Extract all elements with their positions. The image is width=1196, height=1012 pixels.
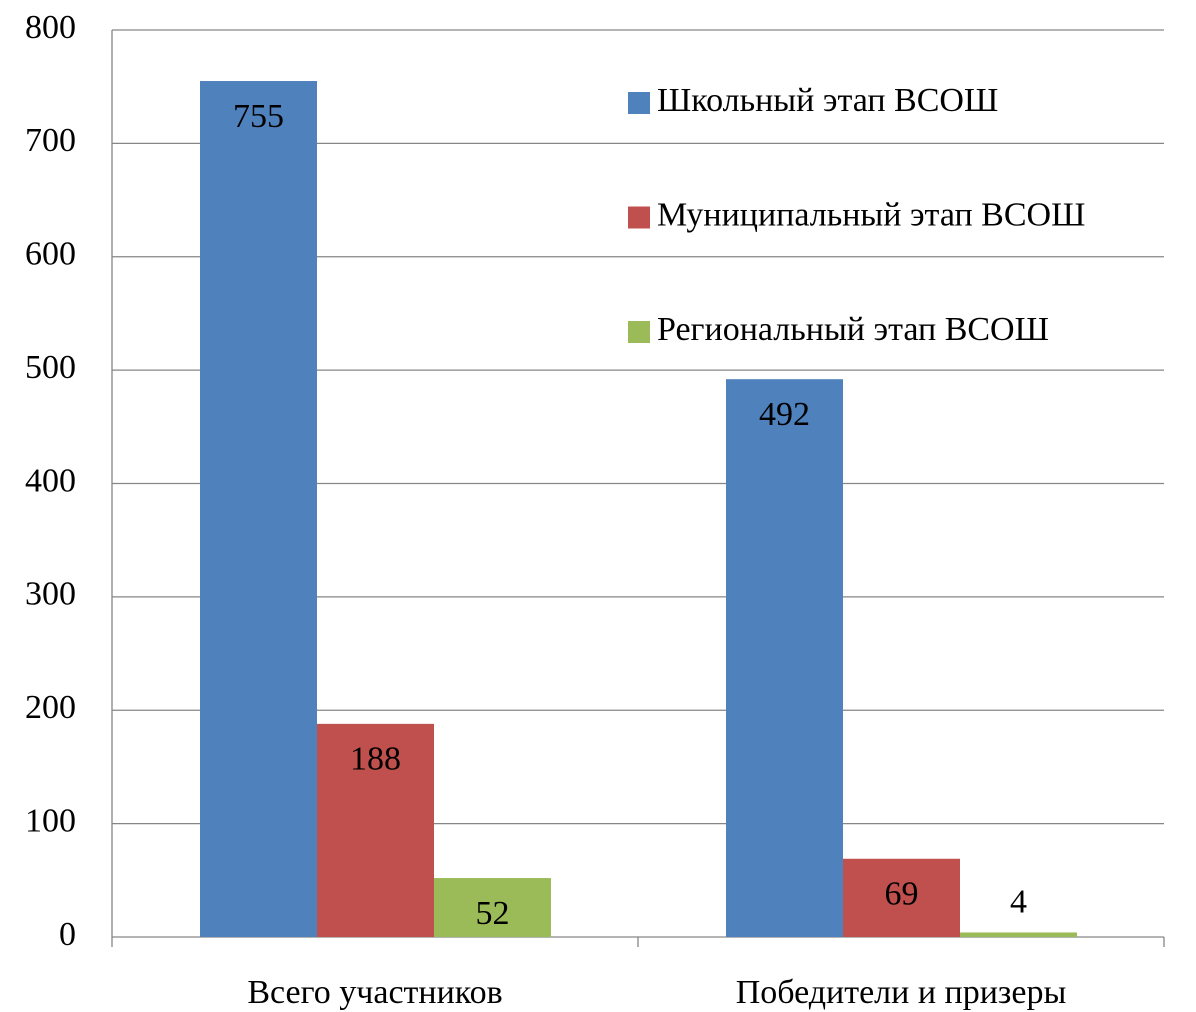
legend-swatch — [628, 206, 650, 229]
legend-swatch — [628, 321, 650, 343]
bar — [317, 723, 434, 937]
bar — [960, 932, 1077, 937]
data-label: 69 — [885, 876, 919, 913]
y-tick-label: 200 — [25, 689, 76, 726]
y-tick-label: 700 — [25, 122, 76, 159]
y-tick-label: 0 — [59, 916, 76, 953]
y-tick-label: 400 — [25, 462, 76, 499]
legend-label: Муниципальный этап ВСОШ — [657, 196, 1085, 233]
y-tick-label: 300 — [25, 576, 76, 613]
legend-label: Школьный этап ВСОШ — [657, 82, 998, 119]
data-label: 188 — [350, 741, 401, 778]
data-label: 4 — [1010, 883, 1027, 920]
y-tick-label: 500 — [25, 349, 76, 386]
y-tick-label: 600 — [25, 236, 76, 273]
x-tick-label: Всего участников — [247, 974, 502, 1011]
data-label: 755 — [233, 98, 284, 135]
data-label: 492 — [759, 396, 810, 433]
legend-label: Региональный этап ВСОШ — [657, 311, 1049, 348]
y-tick-label: 800 — [25, 9, 76, 46]
data-label: 52 — [476, 895, 510, 932]
bar — [200, 81, 317, 938]
y-tick-label: 100 — [25, 802, 76, 839]
bar — [434, 878, 551, 937]
x-tick-label: Победители и призеры — [736, 974, 1067, 1011]
legend-swatch — [628, 92, 650, 114]
bar — [843, 858, 960, 937]
bar — [726, 379, 843, 937]
